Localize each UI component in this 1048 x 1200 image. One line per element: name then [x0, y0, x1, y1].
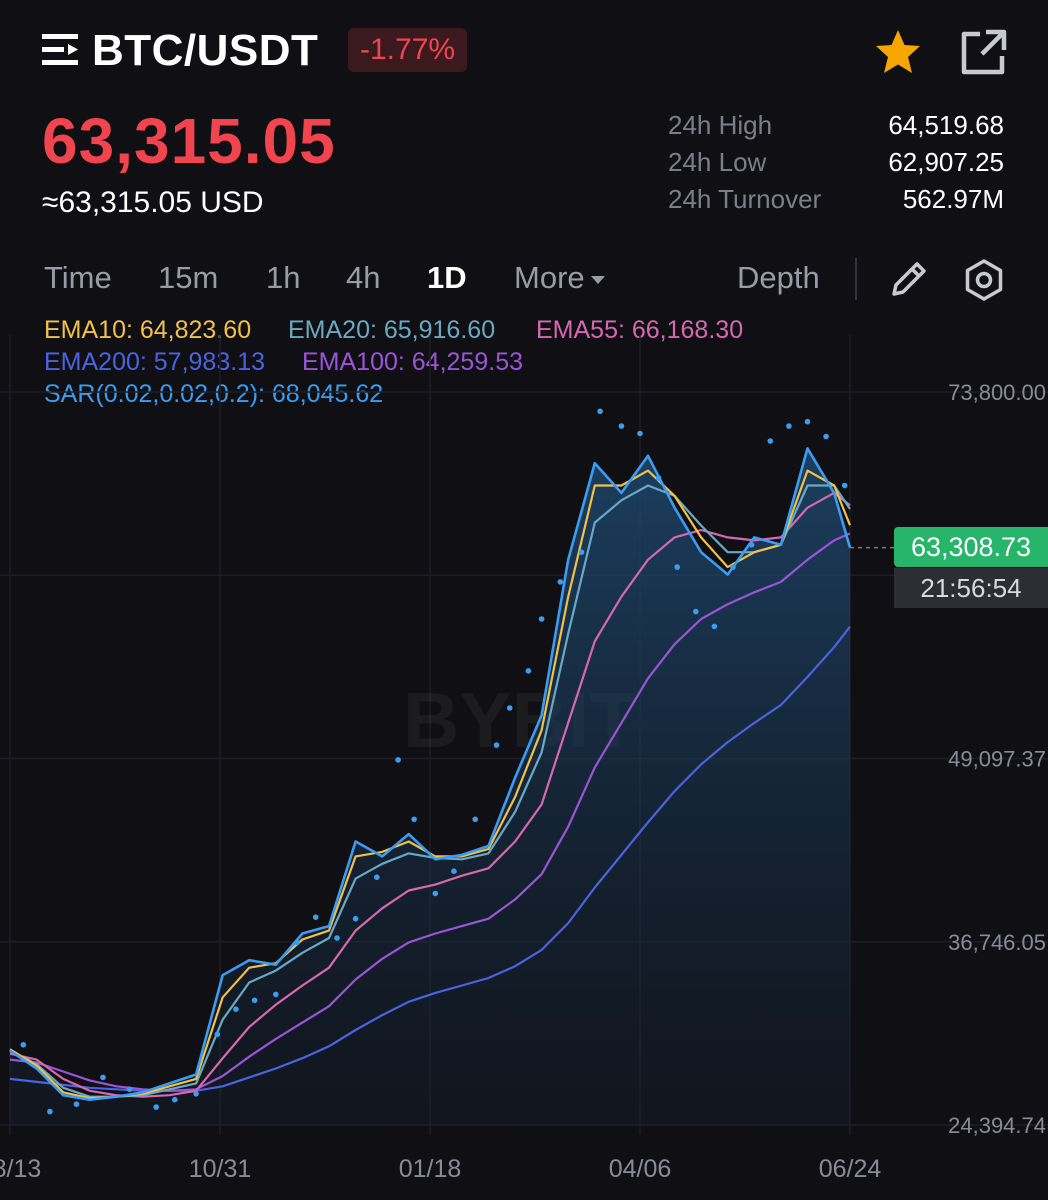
sar-dot: [251, 997, 258, 1004]
sar-dot: [233, 1006, 239, 1012]
sar-dot: [748, 542, 755, 548]
legend-sar: SAR(0.02,0.02,0.2): 68,045.62: [44, 380, 384, 408]
sar-dot: [352, 915, 359, 922]
stat-value-high: 64,519.68: [888, 110, 1004, 140]
sar-dot: [432, 890, 439, 897]
tab-1d[interactable]: 1D: [427, 260, 467, 295]
sar-dot: [597, 408, 603, 415]
sar-dot: [73, 1101, 80, 1107]
price-area-fill: [10, 448, 850, 1125]
x-axis: 08/13 10/31 01/18 04/06 06/24: [0, 1155, 881, 1183]
sar-dot: [786, 423, 792, 429]
y-tick-label: 49,097.37: [948, 747, 1046, 772]
sar-dot: [126, 1086, 133, 1093]
sar-dot: [214, 1031, 221, 1038]
x-tick-label: 08/13: [0, 1155, 41, 1183]
tab-time[interactable]: Time: [44, 260, 112, 295]
sar-dot: [294, 939, 300, 946]
x-tick-label: 01/18: [399, 1155, 462, 1183]
x-tick-label: 06/24: [819, 1155, 882, 1183]
settings-icon[interactable]: [962, 258, 1006, 302]
sar-dot: [153, 1104, 159, 1110]
sar-dot: [693, 608, 699, 615]
tab-more[interactable]: More: [514, 260, 605, 296]
y-axis: 73,800.00 49,097.37 36,746.05 24,394.74: [948, 380, 1046, 1138]
tab-4h[interactable]: 4h: [346, 260, 381, 295]
sar-dot: [334, 935, 340, 941]
ema55-line: [9, 491, 851, 1098]
sar-dot: [674, 564, 680, 570]
sar-dot: [557, 579, 564, 585]
stat-value-low: 62,907.25: [888, 147, 1004, 177]
sar-dot: [451, 868, 457, 874]
stat-label-high: 24h High: [668, 110, 773, 140]
x-tick-label: 04/06: [609, 1155, 672, 1183]
last-price: 63,315.05: [42, 105, 336, 177]
tab-15m[interactable]: 15m: [158, 260, 219, 295]
sar-dot: [730, 564, 736, 570]
sar-dot: [618, 423, 625, 429]
indicator-lines: [9, 447, 852, 1102]
sar-dot: [472, 816, 479, 823]
sar-dot: [711, 623, 718, 630]
ema10-line: [9, 469, 852, 1100]
legend-ema100: EMA100: 64,259.53: [302, 348, 523, 376]
caret-down-icon: [590, 275, 605, 284]
sar-dot: [767, 438, 774, 444]
price-chart[interactable]: BYBIT 73,800.0049,097.3736,746.0524,394.…: [0, 335, 1048, 1200]
sar-dot: [525, 668, 532, 674]
tab-depth[interactable]: Depth: [737, 260, 820, 295]
tab-divider: [855, 258, 857, 300]
legend-ema20: EMA20: 65,916.60: [288, 316, 496, 344]
sar-dot: [193, 1091, 199, 1097]
pair-title[interactable]: BTC/USDT: [92, 26, 319, 75]
last-price-tag: 63,308.73: [894, 527, 1048, 567]
sar-dot: [804, 418, 811, 425]
x-tick-label: 10/31: [189, 1155, 252, 1183]
y-tick-label: 36,746.05: [948, 930, 1046, 955]
external-link-icon[interactable]: [958, 28, 1008, 76]
sar-dot: [506, 705, 513, 711]
sar-dot: [411, 816, 417, 823]
change-badge: -1.77%: [348, 28, 468, 72]
sar-dot: [20, 1042, 27, 1048]
stat-label-low: 24h Low: [668, 147, 767, 177]
legend-ema10: EMA10: 64,823.60: [44, 316, 252, 344]
sar-dots: [20, 408, 848, 1115]
sar-dot: [578, 549, 585, 555]
tab-1h[interactable]: 1h: [266, 260, 301, 295]
sar-dot: [374, 874, 380, 880]
sar-dot: [172, 1096, 178, 1103]
sar-dot: [637, 430, 643, 437]
pencil-icon[interactable]: [888, 258, 930, 300]
price-line: [9, 447, 852, 1102]
sar-dot: [273, 991, 279, 998]
sar-dot: [47, 1108, 53, 1115]
sar-dot: [493, 742, 500, 748]
stat-value-turnover: 562.97M: [902, 184, 1004, 214]
countdown-tag: 21:56:54: [894, 568, 1048, 608]
star-icon[interactable]: [872, 28, 924, 76]
stat-label-turnover: 24h Turnover: [668, 184, 822, 214]
sar-dot: [395, 757, 401, 763]
tab-more-label: More: [514, 260, 585, 295]
sar-dot: [841, 482, 848, 489]
y-tick-label: 24,394.74: [948, 1113, 1046, 1138]
list-icon[interactable]: [42, 32, 82, 68]
usd-price: ≈63,315.05 USD: [42, 186, 264, 219]
legend-ema200: EMA200: 57,983.13: [44, 348, 265, 376]
sar-dot: [100, 1074, 106, 1081]
sar-dot: [312, 914, 319, 920]
sar-dot: [538, 616, 545, 622]
y-tick-label: 73,800.00: [948, 380, 1046, 405]
sar-dot: [823, 433, 829, 440]
sar-dot: [655, 475, 662, 481]
